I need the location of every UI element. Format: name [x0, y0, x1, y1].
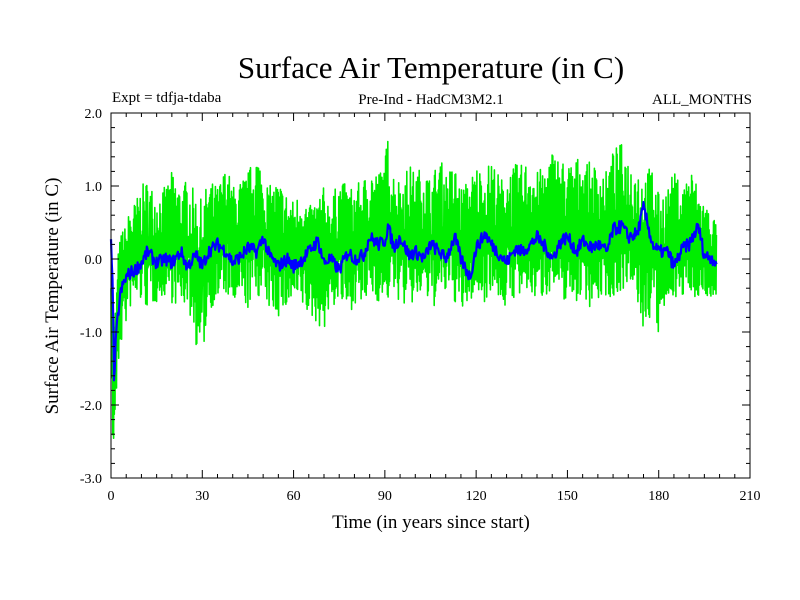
- x-tick-label: 150: [557, 489, 578, 504]
- model-label: Pre-Ind - HadCM3M2.1: [358, 92, 503, 108]
- series-line-monthly: [110, 140, 718, 440]
- x-tick-label: 210: [740, 489, 761, 504]
- x-tick-label: 0: [108, 489, 115, 504]
- series-layer: [109, 140, 718, 440]
- x-tick-label: 90: [378, 489, 392, 504]
- y-tick-label: -1.0: [80, 326, 102, 341]
- x-tick-label: 60: [287, 489, 301, 504]
- x-axis-label: Time (in years since start): [332, 512, 530, 533]
- y-tick-label: -3.0: [80, 472, 102, 487]
- plot-frame: [110, 112, 751, 479]
- series-line-running-mean: [109, 200, 718, 382]
- y-axis-label: Surface Air Temperature (in C): [42, 178, 63, 415]
- x-tick-label: 120: [466, 489, 487, 504]
- y-tick-label: 0.0: [85, 253, 103, 268]
- experiment-label: Expt = tdfja-tdaba: [112, 90, 222, 106]
- y-tick-label: 2.0: [85, 107, 103, 122]
- y-tick-label: -2.0: [80, 399, 102, 414]
- y-tick-label: 1.0: [85, 180, 103, 195]
- x-tick-label: 30: [195, 489, 209, 504]
- months-label: ALL_MONTHS: [652, 92, 752, 108]
- x-tick-label: 180: [648, 489, 669, 504]
- chart-title: Surface Air Temperature (in C): [238, 50, 624, 85]
